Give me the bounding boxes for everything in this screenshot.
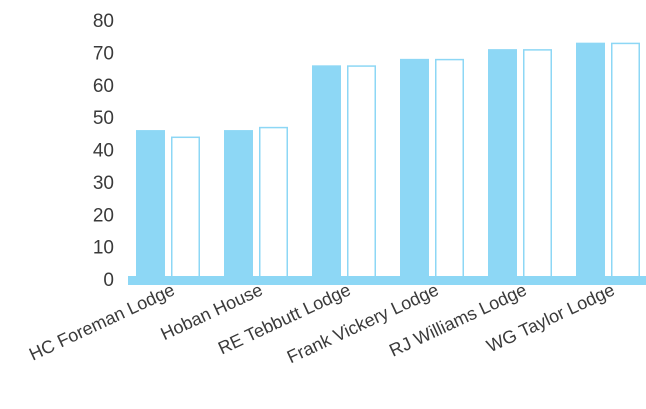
- bar-outline: [259, 126, 288, 280]
- y-tick-label: 40: [93, 141, 114, 162]
- bar-outline: [611, 42, 640, 280]
- y-tick-label: 0: [103, 270, 114, 291]
- bar-filled: [400, 58, 429, 279]
- bar-outline: [171, 136, 200, 280]
- y-tick-label: 20: [93, 205, 114, 226]
- bar-series: [136, 42, 640, 280]
- y-axis-ticks: 0 10 20 30 40 50 60 70 80: [93, 11, 114, 291]
- bar-outline: [435, 58, 464, 280]
- y-tick-label: 10: [93, 238, 114, 259]
- bar-filled: [224, 130, 253, 279]
- y-tick-label: 80: [93, 11, 114, 32]
- bar-outline: [523, 49, 552, 280]
- y-tick-label: 70: [93, 43, 114, 64]
- bar-filled: [488, 49, 517, 280]
- y-tick-label: 30: [93, 173, 114, 194]
- bar-filled: [312, 65, 341, 279]
- x-category-label: Frank Vickery Lodge: [284, 279, 442, 367]
- x-axis-baseline: [128, 276, 646, 285]
- y-tick-label: 60: [93, 76, 114, 97]
- x-category-label: HC Foreman Lodge: [26, 279, 178, 364]
- bar-filled: [136, 130, 165, 279]
- y-tick-label: 50: [93, 108, 114, 129]
- bar-filled: [576, 42, 605, 279]
- bar-outline: [347, 65, 376, 280]
